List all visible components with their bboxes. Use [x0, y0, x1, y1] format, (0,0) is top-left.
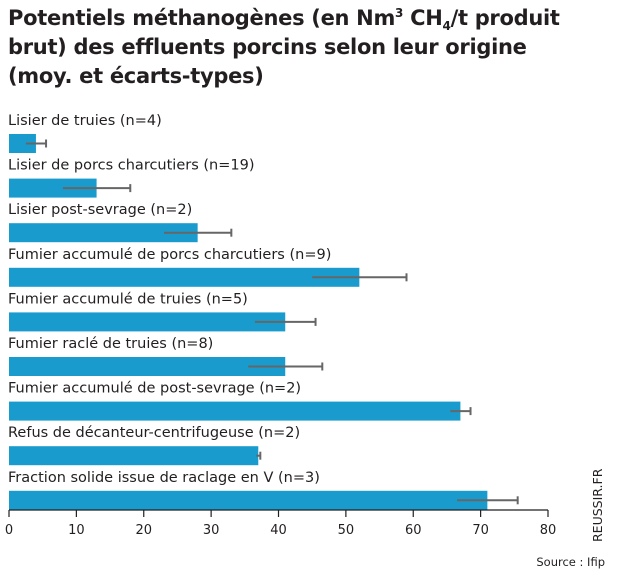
x-tick-label: 30: [203, 523, 220, 538]
x-tick-label: 40: [270, 523, 287, 538]
x-tick-label: 20: [135, 523, 152, 538]
error-bar: [62, 184, 132, 193]
error-bar: [25, 139, 48, 148]
category-label: Lisier de porcs charcutiers (n=19): [8, 158, 255, 174]
x-tick-label: 0: [5, 523, 13, 538]
category-label: Fumier raclé de truies (n=8): [8, 336, 213, 352]
source-note: Source : Ifip: [536, 555, 605, 569]
category-label: Lisier de truies (n=4): [8, 113, 162, 129]
category-label: Lisier post-sevrage (n=2): [8, 202, 192, 218]
bar: [9, 267, 360, 287]
bar: [9, 223, 198, 243]
watermark: REUSSIR.FR: [590, 468, 605, 542]
error-bar: [256, 451, 262, 460]
x-tick-label: 80: [540, 523, 557, 538]
error-bar: [450, 407, 472, 416]
bar: [9, 490, 488, 510]
bar: [9, 401, 461, 421]
bar: [9, 178, 97, 198]
x-tick-label: 70: [472, 523, 489, 538]
bar: [9, 446, 259, 466]
category-label: Fumier accumulé de post-sevrage (n=2): [8, 381, 301, 397]
watermark-text: REUSSIR.FR: [590, 468, 605, 542]
bar: [9, 312, 286, 332]
category-label: Refus de décanteur-centrifugeuse (n=2): [8, 425, 300, 441]
x-tick-label: 10: [68, 523, 85, 538]
error-bar: [254, 317, 317, 326]
x-tick-label: 50: [338, 523, 355, 538]
bar: [9, 357, 286, 376]
error-bar: [163, 228, 233, 237]
category-label: Fraction solide issue de raclage en V (n…: [8, 470, 320, 486]
error-bar: [457, 496, 519, 505]
chart-title: Potentiels méthanogènes (en Nm3 CH4/t pr…: [8, 6, 560, 88]
error-bar: [312, 273, 408, 282]
error-bar: [248, 362, 324, 371]
bar: [9, 134, 36, 153]
category-label: Fumier accumulé de truies (n=5): [8, 291, 248, 307]
x-tick-label: 60: [405, 523, 422, 538]
category-label: Fumier accumulé de porcs charcutiers (n=…: [8, 247, 331, 263]
